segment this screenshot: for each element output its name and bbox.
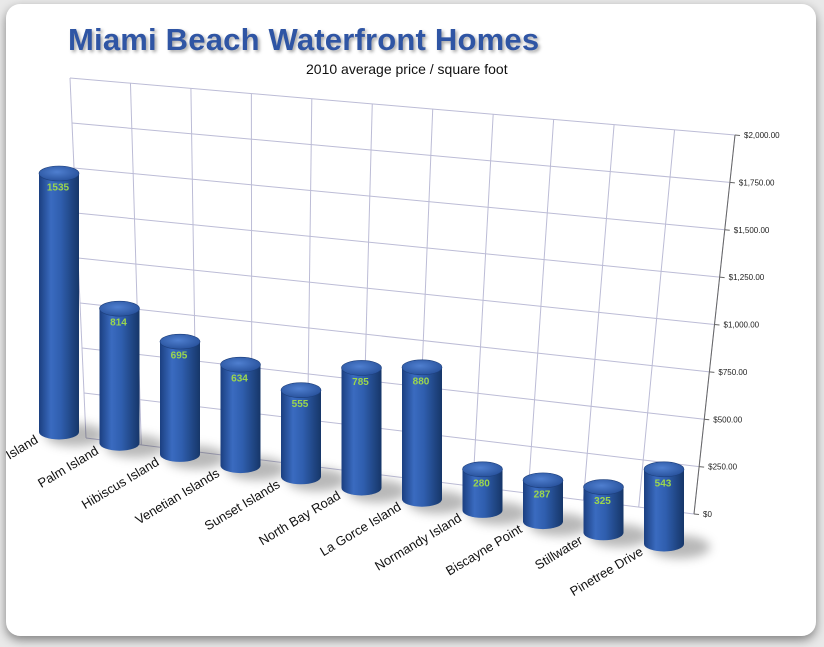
bar: 543 <box>643 461 710 559</box>
bar-top <box>220 356 261 373</box>
gridline-v <box>472 114 494 487</box>
bar-body <box>583 487 624 541</box>
y-axis: $0 $250.00 $500.00 $750.00 $1,000.00 $1,250.0… <box>693 131 780 519</box>
bar-value-label: 695 <box>171 351 188 362</box>
bar-value-label: 325 <box>594 496 611 507</box>
bar: 880 <box>401 359 468 514</box>
bar-top <box>643 461 685 478</box>
y-tick-label: $1,000.00 <box>724 321 760 330</box>
bar-top <box>462 461 503 478</box>
bar: 325 <box>583 479 650 548</box>
y-tick-label: $1,500.00 <box>734 226 770 235</box>
bar: 287 <box>522 472 589 537</box>
gridline-h <box>71 122 730 183</box>
y-tick <box>719 276 725 279</box>
bar: 814 <box>99 300 166 458</box>
gridline-h <box>77 257 715 325</box>
bar-value-label: 555 <box>292 399 309 410</box>
bars: 1535 814 695 634 555 785 880 280 287 325 543 <box>38 165 710 559</box>
x-tick-label: Stillwater <box>532 532 586 572</box>
y-tick <box>729 181 735 184</box>
bar-top <box>99 300 140 317</box>
y-tick <box>699 466 705 468</box>
gridline-v <box>638 129 676 508</box>
chart-subtitle: 2010 average price / square foot <box>306 61 508 77</box>
bar-body <box>99 308 140 451</box>
bar-top <box>159 333 201 350</box>
y-tick <box>724 229 730 231</box>
y-tick <box>714 324 720 326</box>
bar: 785 <box>341 360 408 503</box>
bar-value-label: 814 <box>110 318 127 329</box>
bar-top <box>38 165 80 182</box>
x-tick-label: Pinetree Drive <box>567 544 645 599</box>
bar-value-label: 1535 <box>47 183 70 194</box>
bar-value-label: 785 <box>352 377 369 388</box>
gridline-h <box>69 77 736 136</box>
y-tick <box>709 371 715 373</box>
bar-top <box>583 479 624 495</box>
bar: 634 <box>220 356 287 481</box>
y-tick-label: $750.00 <box>718 368 747 377</box>
y-axis-line <box>693 134 736 515</box>
bar-value-label: 287 <box>534 489 551 500</box>
bar-top <box>522 472 564 489</box>
bar: 280 <box>462 461 529 525</box>
chart-card: Miami Beach Waterfront Homes 2010 averag… <box>6 4 816 636</box>
gridline-v <box>527 119 555 494</box>
bar-body <box>220 364 261 474</box>
y-tick-label: $2,000.00 <box>744 131 780 140</box>
bar-top <box>401 359 443 376</box>
y-tick <box>704 418 710 421</box>
bar: 1535 <box>38 165 105 447</box>
bar-chart: $0 $250.00 $500.00 $750.00 $1,000.00 $1,250.0… <box>6 77 780 599</box>
x-tick-label: Star Island <box>6 432 41 477</box>
bar-body <box>341 367 382 496</box>
bar-top <box>280 382 322 398</box>
gridline-h <box>73 167 725 231</box>
bar-body <box>281 390 321 485</box>
y-tick <box>693 513 700 515</box>
y-tick-label: $1,750.00 <box>739 178 775 187</box>
bar: 695 <box>159 333 226 469</box>
bar-body <box>644 469 684 552</box>
gridline-h <box>75 212 720 278</box>
x-tick-label: Biscayne Point <box>443 521 525 578</box>
y-tick <box>734 134 741 136</box>
x-tick-label: Sunset Islands <box>202 476 283 533</box>
gridline-v <box>582 124 615 501</box>
chart-title: Miami Beach Waterfront Homes <box>68 22 540 57</box>
bar-value-label: 280 <box>473 478 490 489</box>
bar-value-label: 543 <box>655 478 672 489</box>
x-tick-label: Palm Island <box>35 443 101 491</box>
bar-value-label: 880 <box>413 376 430 387</box>
y-tick-label: $500.00 <box>713 415 742 424</box>
gridline-h <box>79 302 710 373</box>
bar-value-label: 634 <box>231 374 248 385</box>
bar-body <box>462 469 503 518</box>
y-tick-label: $250.00 <box>708 463 737 472</box>
bar: 555 <box>280 382 347 492</box>
y-tick-label: $1,250.00 <box>729 273 765 282</box>
bar-body <box>160 341 200 462</box>
y-tick-label: $0 <box>703 510 712 519</box>
bar-top <box>341 360 382 376</box>
bar-body <box>39 173 79 440</box>
bar-body <box>402 367 442 507</box>
bar-body <box>523 480 563 530</box>
